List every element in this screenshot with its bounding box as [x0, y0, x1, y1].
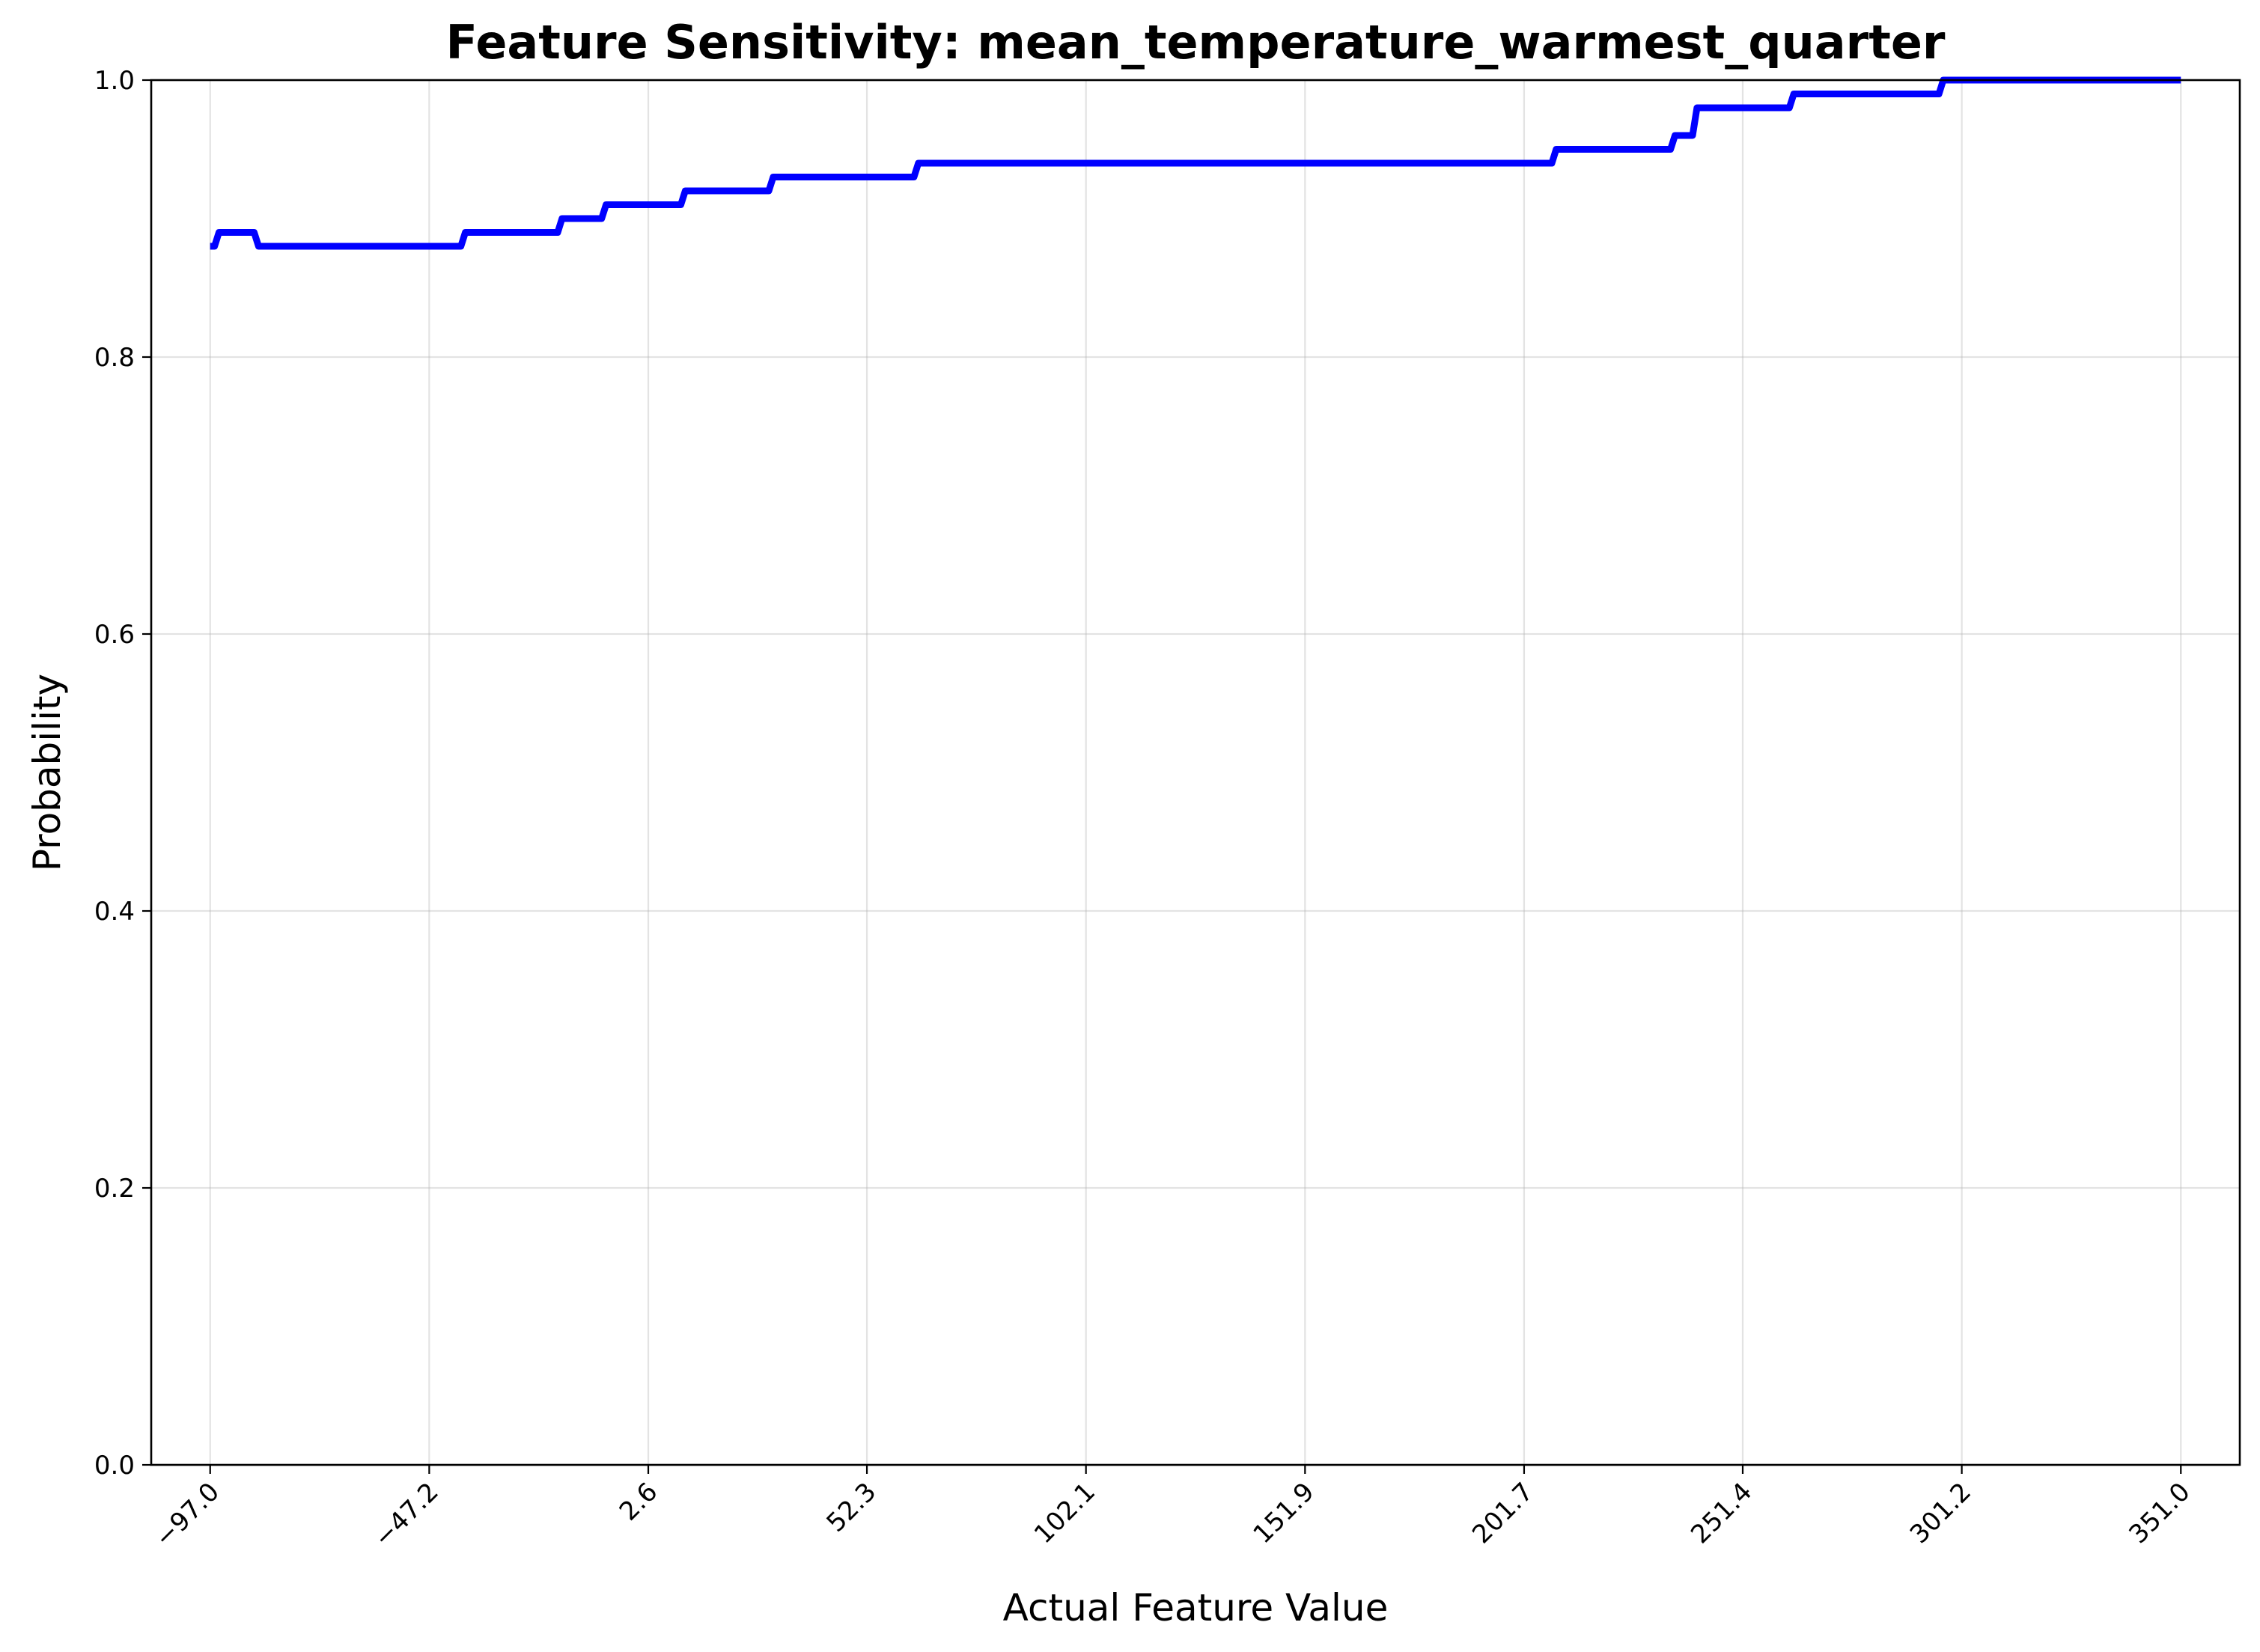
y-tick-label: 0.4: [94, 897, 135, 927]
y-tick-label: 0.0: [94, 1451, 135, 1481]
chart-title: Feature Sensitivity: mean_temperature_wa…: [446, 15, 1946, 70]
series-layer: [210, 76, 2181, 250]
series-line: [210, 76, 2181, 250]
y-tick-label: 0.8: [94, 343, 135, 373]
y-tick-label: 1.0: [94, 66, 135, 96]
y-tick-label: 0.2: [94, 1174, 135, 1204]
y-axis-label: Probability: [25, 674, 69, 871]
plot-frame: [150, 79, 2241, 1466]
x-axis-label: Actual Feature Value: [1003, 1586, 1389, 1630]
y-tick-label: 0.6: [94, 620, 135, 650]
